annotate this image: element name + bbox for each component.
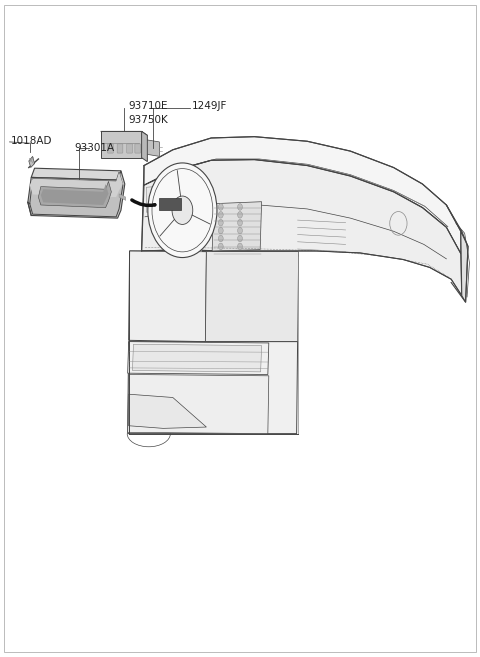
Circle shape — [238, 235, 242, 242]
Text: 1249JF: 1249JF — [192, 101, 228, 112]
Polygon shape — [147, 140, 159, 156]
Circle shape — [218, 243, 223, 250]
Polygon shape — [129, 251, 206, 342]
FancyBboxPatch shape — [108, 144, 113, 153]
Polygon shape — [30, 172, 123, 217]
Polygon shape — [142, 160, 462, 296]
Circle shape — [238, 243, 242, 250]
Circle shape — [218, 235, 223, 242]
FancyBboxPatch shape — [117, 144, 123, 153]
Polygon shape — [119, 194, 126, 200]
Circle shape — [238, 212, 242, 218]
Polygon shape — [128, 342, 298, 434]
Polygon shape — [212, 202, 262, 251]
Circle shape — [238, 204, 242, 210]
Polygon shape — [29, 156, 35, 168]
Circle shape — [218, 212, 223, 218]
Polygon shape — [38, 181, 111, 208]
Circle shape — [238, 227, 242, 234]
Polygon shape — [144, 137, 461, 254]
Text: 93710E: 93710E — [129, 101, 168, 112]
Text: 93301A: 93301A — [74, 143, 115, 153]
Circle shape — [172, 196, 193, 225]
Polygon shape — [101, 131, 142, 158]
Circle shape — [218, 204, 223, 210]
Polygon shape — [129, 394, 206, 428]
Polygon shape — [205, 252, 299, 342]
Circle shape — [218, 219, 223, 226]
Polygon shape — [128, 374, 269, 434]
Polygon shape — [167, 236, 203, 252]
Text: 93750K: 93750K — [129, 114, 168, 125]
FancyBboxPatch shape — [135, 144, 141, 153]
Polygon shape — [30, 172, 123, 197]
FancyBboxPatch shape — [127, 144, 132, 153]
Polygon shape — [159, 198, 181, 210]
Circle shape — [148, 163, 217, 258]
Circle shape — [238, 219, 242, 226]
Circle shape — [218, 227, 223, 234]
Polygon shape — [132, 344, 262, 372]
Polygon shape — [130, 251, 299, 256]
Polygon shape — [146, 185, 173, 212]
Polygon shape — [461, 231, 468, 302]
Polygon shape — [128, 342, 269, 374]
Polygon shape — [31, 168, 121, 180]
Polygon shape — [142, 131, 147, 162]
Polygon shape — [101, 131, 147, 135]
Polygon shape — [41, 184, 108, 205]
Text: 1018AD: 1018AD — [11, 136, 52, 147]
Polygon shape — [28, 171, 125, 218]
FancyArrowPatch shape — [132, 200, 155, 206]
